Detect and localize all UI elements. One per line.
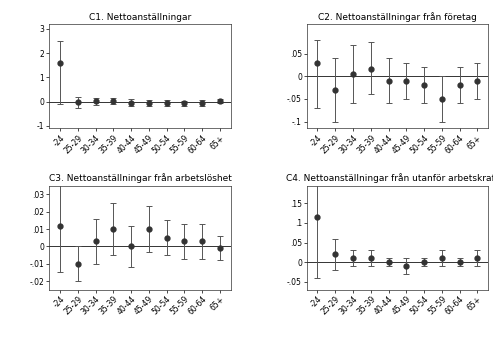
Title: C4. Nettoanställningar från utanför arbetskraften: C4. Nettoanställningar från utanför arbe… <box>285 174 493 184</box>
Title: C2. Nettoanställningar från företag: C2. Nettoanställningar från företag <box>318 12 477 22</box>
Title: C3. Nettoanställningar från arbetslöshet: C3. Nettoanställningar från arbetslöshet <box>48 174 231 184</box>
Title: C1. Nettoanställningar: C1. Nettoanställningar <box>89 13 191 22</box>
